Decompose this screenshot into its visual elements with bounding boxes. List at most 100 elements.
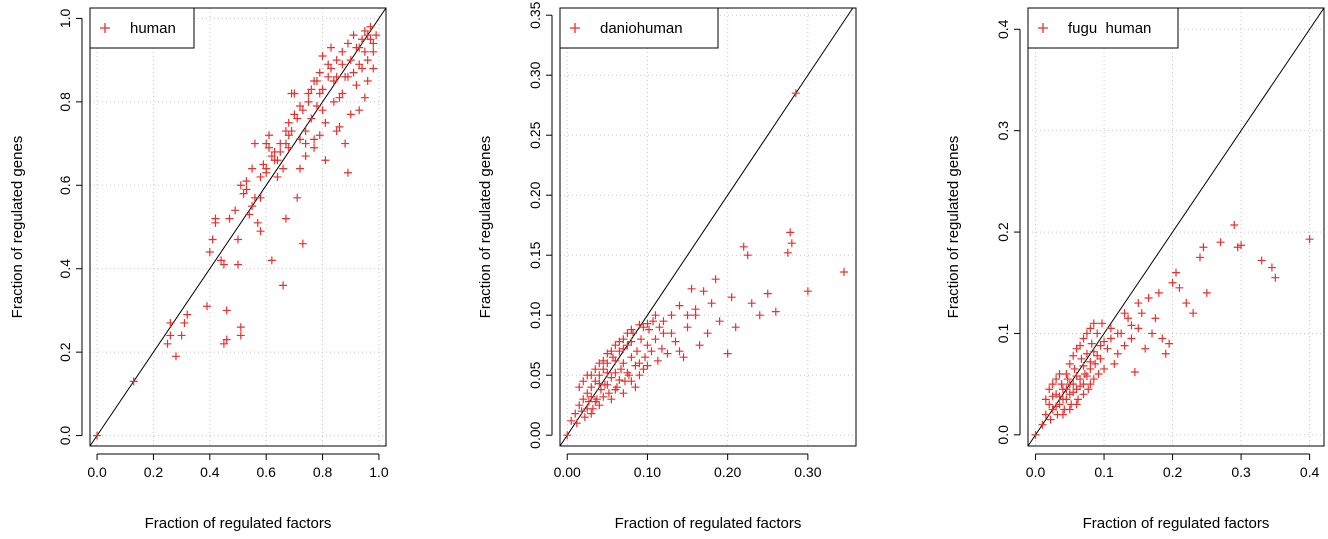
data-point (616, 365, 625, 374)
data-point (239, 189, 248, 198)
data-point (256, 172, 265, 181)
y-tick-label: 0.6 (57, 175, 73, 195)
data-point (338, 47, 347, 56)
data-point (1120, 341, 1129, 350)
data-point (1052, 402, 1061, 411)
data-point (343, 72, 352, 81)
data-point (675, 301, 684, 310)
data-point (583, 389, 592, 398)
data-point (627, 337, 636, 346)
data-point (567, 416, 576, 425)
data-point (787, 239, 796, 248)
data-point (635, 371, 644, 380)
data-point (343, 39, 352, 48)
data-point (1041, 410, 1050, 419)
y-tick-label: 0.3 (995, 121, 1011, 141)
data-point (236, 331, 245, 340)
x-tick-label: 0.0 (1026, 464, 1046, 480)
data-point (346, 110, 355, 119)
data-point (575, 401, 584, 410)
data-point (1151, 314, 1160, 323)
data-point (259, 160, 268, 169)
data-point (599, 356, 608, 365)
legend: daniohuman (559, 7, 719, 49)
legend-label: daniohuman (600, 20, 683, 37)
data-point (234, 260, 242, 269)
data-point (1077, 354, 1086, 363)
data-point (307, 114, 316, 123)
x-tick-label: 0.4 (1300, 464, 1320, 480)
data-point (627, 325, 636, 334)
data-point (1087, 339, 1096, 348)
data-point (1127, 321, 1136, 330)
data-point (786, 228, 795, 237)
legend-marker (100, 23, 110, 33)
data-point (202, 302, 211, 311)
data-point (315, 131, 324, 140)
data-point (645, 325, 654, 334)
data-point (579, 395, 588, 404)
data-point (1065, 390, 1074, 399)
data-point (599, 365, 608, 374)
data-point (236, 181, 245, 190)
data-point (267, 256, 276, 265)
data-point (637, 335, 646, 344)
y-tick-label: 0.00 (527, 421, 543, 448)
x-axis-label: Fraction of regulated factors (145, 515, 332, 532)
data-point (1045, 400, 1054, 409)
data-point (1052, 375, 1061, 384)
data-point (284, 118, 293, 127)
data-point (219, 260, 228, 269)
data-point (265, 143, 274, 152)
x-tick-label: 0.20 (714, 464, 741, 480)
data-point (591, 365, 600, 374)
data-point (242, 177, 251, 186)
data-point (177, 331, 186, 340)
data-point (572, 419, 581, 428)
data-point (287, 127, 296, 136)
data-point (231, 206, 240, 215)
data-point (310, 77, 319, 85)
data-point (363, 77, 372, 85)
data-point (1074, 395, 1083, 404)
data-point (318, 51, 327, 60)
plot-panel-3: 0.0 0.1 0.2 0.3 0.4 0.0 0.1 0.2 0.3 0.4 Fraction o… (945, 7, 1325, 532)
y-tick-label: 0.4 (57, 259, 73, 279)
data-point (1267, 263, 1276, 272)
data-point (727, 293, 736, 302)
diagonal-line (1027, 7, 1325, 447)
data-point (366, 22, 375, 31)
data-point (659, 329, 668, 338)
data-point (595, 379, 604, 388)
data-point (301, 152, 310, 161)
data-point (248, 164, 257, 173)
y-tick-label: 0.4 (995, 19, 1011, 39)
data-point (657, 344, 666, 353)
data-point (603, 359, 612, 368)
data-point (245, 210, 254, 219)
data-point (219, 339, 228, 348)
data-point (1082, 372, 1091, 381)
data-point (166, 318, 175, 327)
data-point (695, 341, 704, 350)
data-point (1098, 319, 1106, 328)
data-point (349, 68, 358, 77)
diagonal-line (89, 7, 387, 447)
data-point (1093, 351, 1102, 360)
data-point (595, 371, 604, 380)
data-point (332, 56, 341, 65)
y-tick-label: 0.8 (57, 92, 73, 112)
data-point (627, 377, 636, 386)
data-point (783, 248, 792, 257)
data-point (1110, 359, 1119, 368)
y-axis-label: Fraction of regulated genes (945, 136, 962, 319)
data-point (298, 239, 307, 248)
y-tick-label: 0.1 (995, 324, 1011, 344)
x-tick-label: 0.1 (1094, 464, 1114, 480)
data-point (262, 139, 271, 148)
data-point (338, 89, 347, 98)
data-point (1079, 390, 1088, 399)
data-point (324, 60, 333, 69)
x-tick-label: 0.00 (554, 464, 581, 480)
